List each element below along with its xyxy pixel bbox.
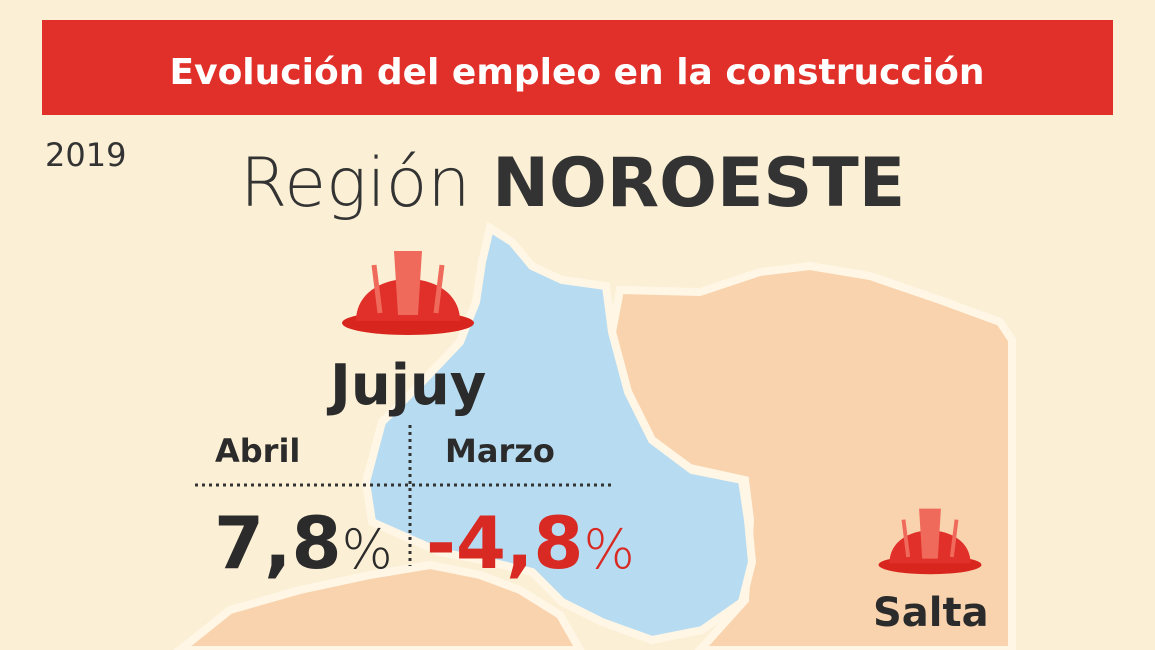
stat-value: -4,8% bbox=[426, 501, 635, 585]
stat-number: -4,8 bbox=[426, 501, 583, 585]
helmet-icon bbox=[342, 251, 474, 335]
region-prefix: Región bbox=[240, 144, 470, 223]
month-label: Abril bbox=[215, 432, 300, 470]
stat-unit: % bbox=[583, 518, 634, 581]
month-label: Marzo bbox=[445, 432, 555, 470]
region-heading: Región NOROESTE bbox=[240, 144, 905, 223]
jujuy-shape bbox=[361, 221, 757, 645]
helmet-icon bbox=[878, 508, 982, 575]
province-name: Salta bbox=[873, 590, 989, 636]
region-name: NOROESTE bbox=[492, 144, 905, 223]
title: Evolución del empleo en la construcción bbox=[170, 52, 985, 93]
province-name: Jujuy bbox=[326, 353, 486, 418]
south-shape bbox=[173, 560, 585, 650]
stat-number: 7,8 bbox=[214, 501, 342, 585]
stat-unit: % bbox=[342, 518, 393, 581]
year: 2019 bbox=[45, 136, 126, 174]
title-banner bbox=[42, 20, 1113, 115]
stat-value: 7,8% bbox=[214, 501, 393, 585]
